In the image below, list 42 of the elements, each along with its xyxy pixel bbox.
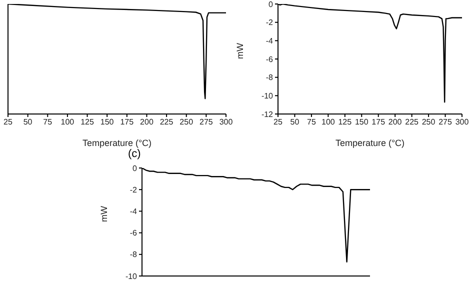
- y-tick-label: -12: [261, 110, 274, 119]
- x-tick-label: 175: [120, 118, 134, 127]
- x-axis-title: Temperature (°C): [335, 138, 405, 148]
- y-tick-label: -4: [130, 207, 138, 216]
- y-axis-title: mW: [235, 42, 246, 59]
- x-tick-label: 300: [219, 118, 234, 127]
- x-tick-label: 50: [23, 118, 33, 127]
- x-tick-label: 200: [388, 118, 402, 127]
- x-tick-label: 225: [405, 118, 420, 127]
- y-tick-label: 0: [132, 164, 138, 173]
- x-tick-label: 50: [290, 118, 300, 127]
- x-tick-label: 100: [322, 118, 336, 127]
- x-tick-label: 25: [4, 118, 13, 127]
- x-tick-label: 100: [60, 118, 75, 127]
- x-tick-label: 75: [43, 118, 53, 127]
- x-axis-title: Temperature (°C): [82, 138, 152, 148]
- x-tick-label: 225: [160, 118, 174, 127]
- y-tick-label: -10: [125, 272, 138, 281]
- x-tick-label: 250: [180, 118, 194, 127]
- x-tick-label: 25: [274, 118, 283, 127]
- y-axis-title: mW: [99, 206, 110, 222]
- y-tick-label: -8: [130, 250, 138, 260]
- chart-title: (c): [128, 148, 141, 160]
- x-tick-label: 275: [438, 118, 452, 127]
- x-tick-label: 75: [307, 118, 316, 127]
- x-tick-label: 150: [354, 118, 369, 127]
- y-tick-label: -6: [130, 228, 138, 238]
- x-tick-label: 250: [422, 118, 436, 127]
- x-tick-label: 125: [338, 118, 352, 127]
- y-tick-label: -2: [266, 18, 274, 28]
- y-tick-label: -4: [266, 36, 274, 46]
- x-tick-label: 300: [455, 118, 470, 127]
- x-tick-label: 275: [200, 118, 214, 127]
- y-tick-label: -2: [130, 185, 138, 194]
- y-tick-label: -10: [261, 92, 274, 101]
- y-tick-label: -6: [266, 54, 274, 64]
- x-tick-label: 150: [100, 118, 114, 127]
- x-tick-label: 125: [80, 118, 94, 127]
- x-tick-label: 175: [372, 118, 386, 127]
- y-tick-label: 0: [268, 0, 274, 9]
- y-tick-label: -8: [266, 73, 274, 82]
- x-tick-label: 200: [140, 118, 154, 127]
